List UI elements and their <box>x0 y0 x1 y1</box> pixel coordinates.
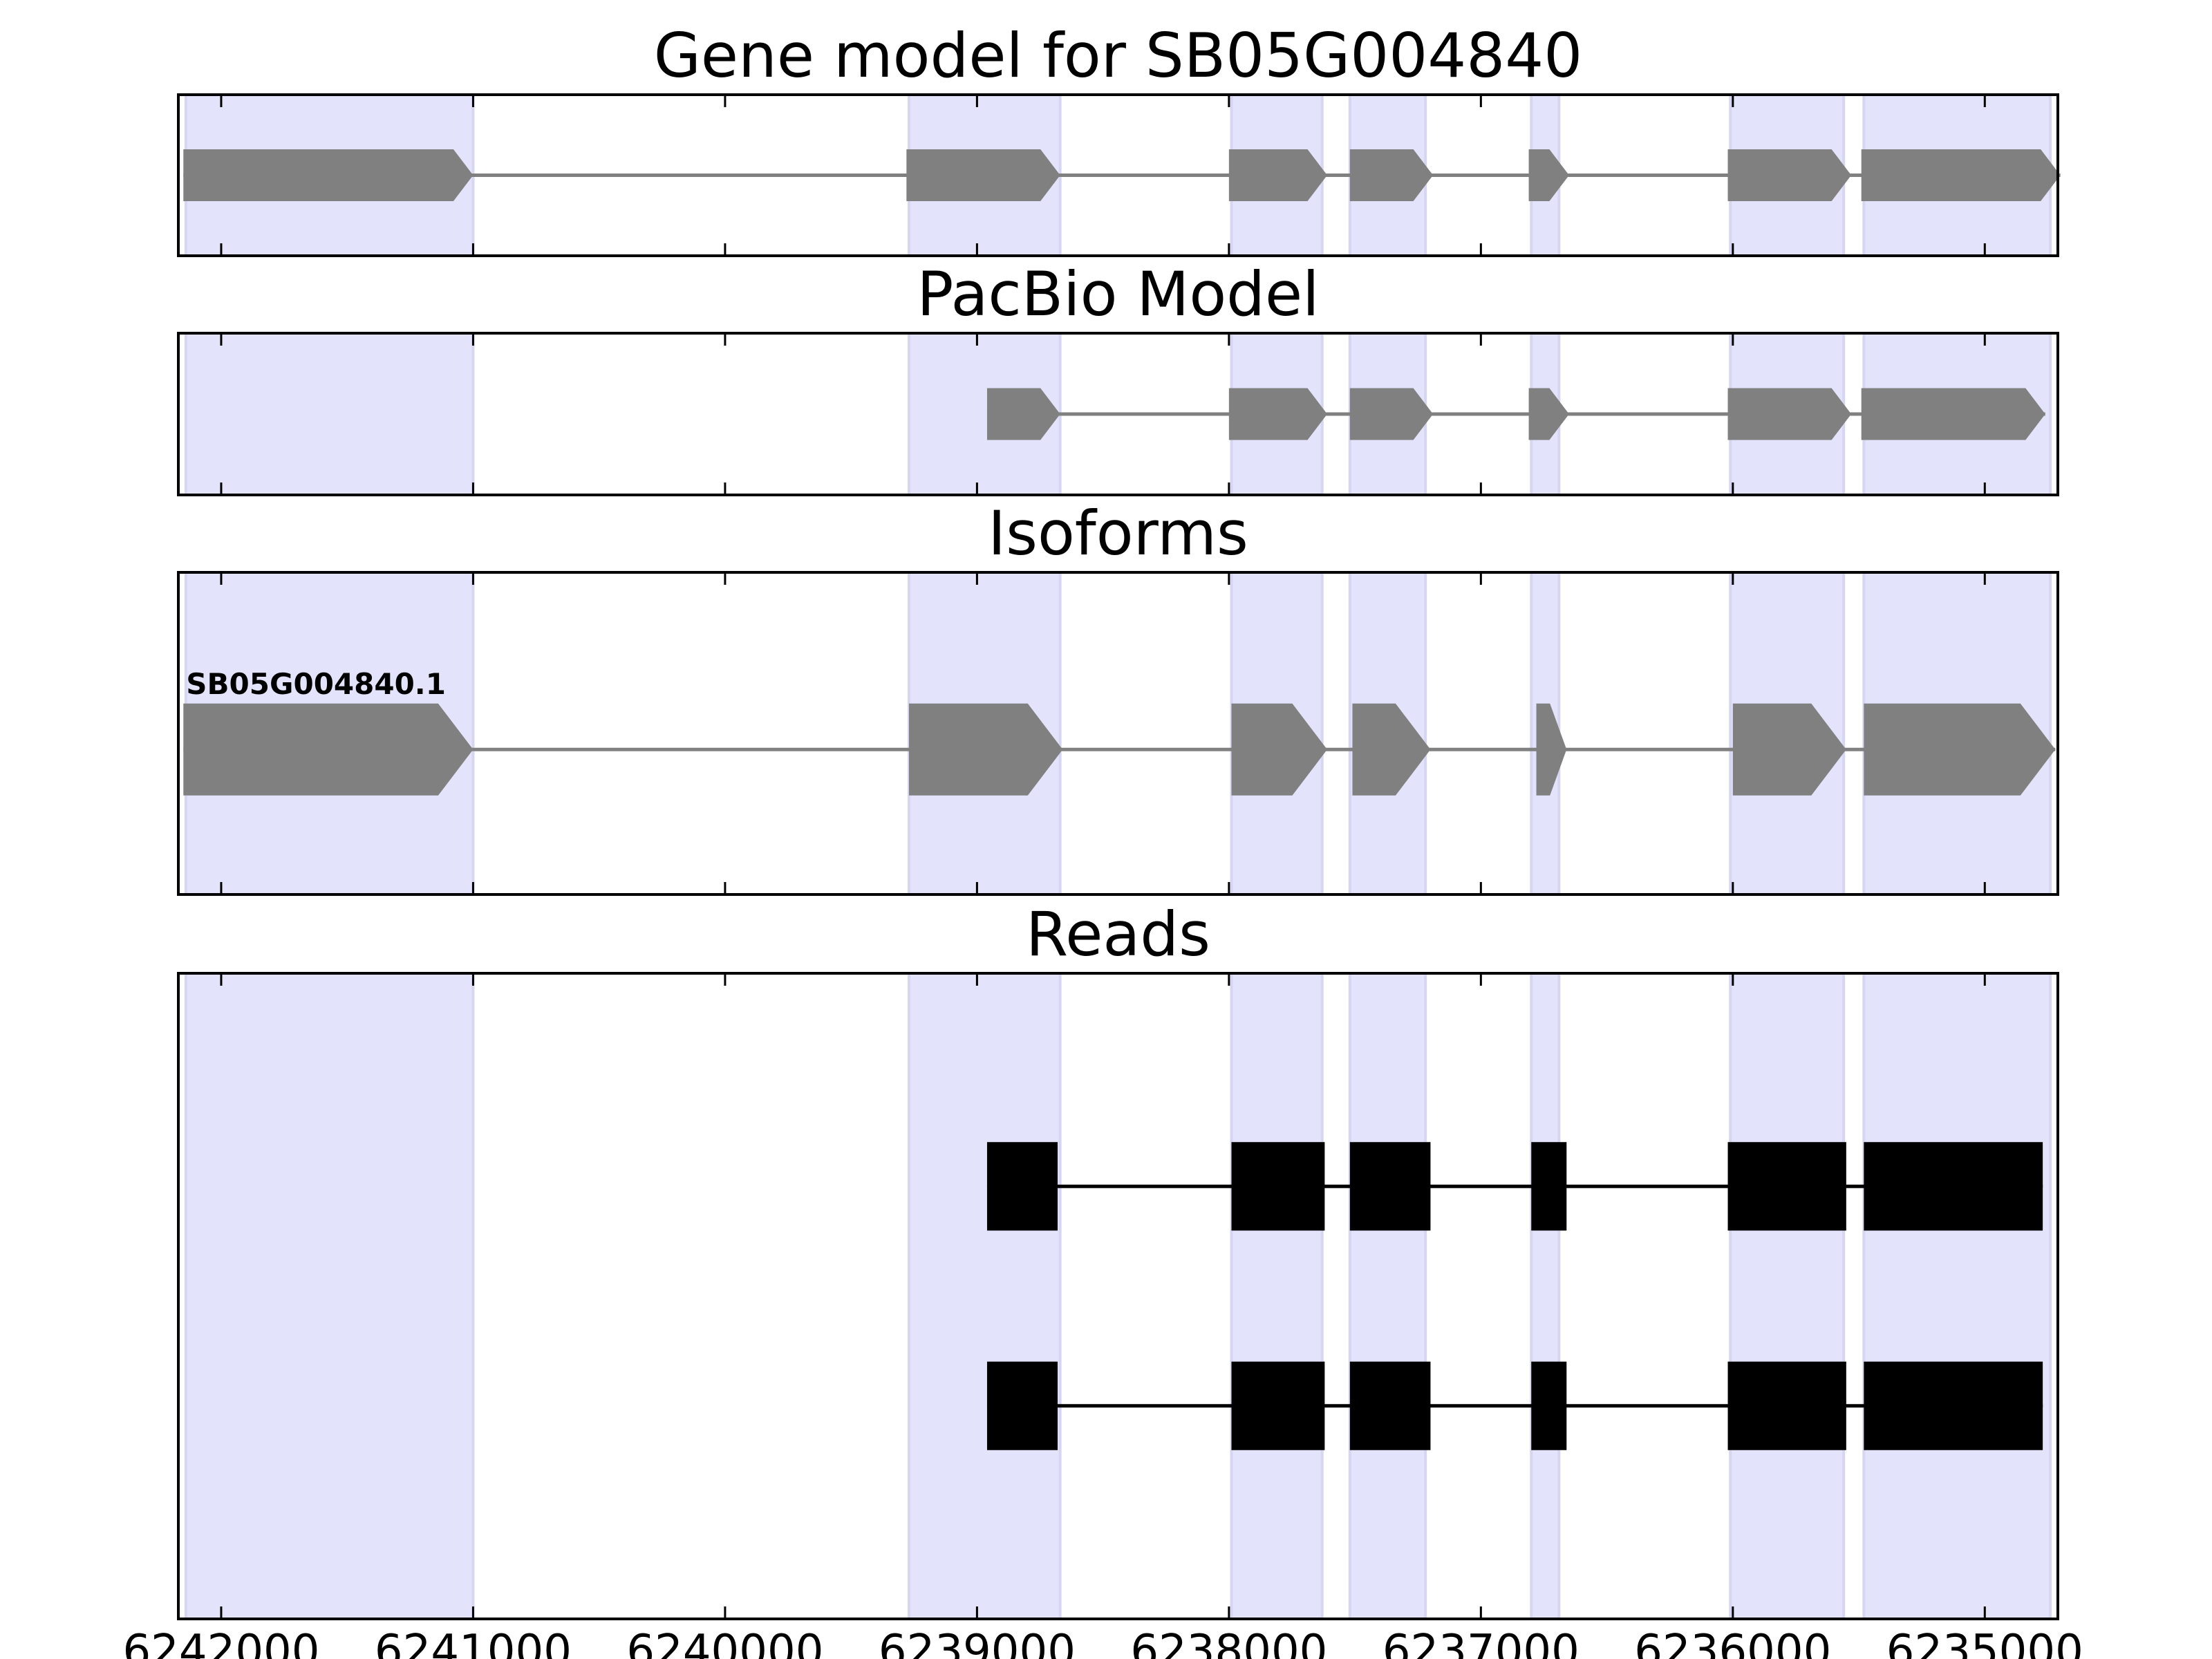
exon <box>1231 703 1328 796</box>
exon <box>1231 1142 1325 1231</box>
exon <box>908 703 1063 796</box>
exon <box>1349 1142 1431 1231</box>
panel-title-reads: Reads <box>1026 899 1210 970</box>
highlight-region <box>1729 972 1846 1620</box>
exon <box>1864 703 2056 796</box>
exon <box>1349 149 1434 201</box>
x-tick-label: 6235000 <box>1886 1626 2083 1659</box>
exon <box>1732 703 1846 796</box>
panel-frame <box>177 332 2059 496</box>
exon <box>1536 703 1567 796</box>
panel-frame <box>177 972 2059 1620</box>
exon <box>1231 1361 1325 1450</box>
exon <box>1531 1142 1567 1231</box>
exon <box>986 1142 1058 1231</box>
exon <box>183 703 474 796</box>
panel-title-pacbio-model: PacBio Model <box>917 259 1319 330</box>
highlight-region <box>1862 972 2052 1620</box>
exon <box>1528 388 1569 440</box>
x-tick-label: 6240000 <box>626 1626 823 1659</box>
exon <box>1861 149 2061 201</box>
exon <box>1727 1142 1846 1231</box>
track-reads <box>986 1361 2043 1450</box>
panel-title-gene-model: Gene model for SB05G004840 <box>654 20 1583 91</box>
exon <box>1727 149 1852 201</box>
highlight-region <box>1230 972 1324 1620</box>
exon <box>1528 149 1569 201</box>
exon <box>986 1361 1058 1450</box>
exon <box>1228 149 1328 201</box>
panel-pacbio-model: PacBio Model <box>177 259 2059 496</box>
exon <box>1861 388 2045 440</box>
panel-frame <box>177 93 2059 257</box>
track-gene-model <box>183 149 2061 201</box>
exon <box>906 149 1060 201</box>
highlight-region <box>184 332 475 496</box>
x-tick-label: 6239000 <box>879 1626 1076 1659</box>
panel-title-isoforms: Isoforms <box>988 498 1248 569</box>
highlight-region <box>907 972 1062 1620</box>
highlight-region <box>1348 972 1427 1620</box>
panel-frame <box>177 571 2059 896</box>
track-reads <box>986 1142 2043 1231</box>
exon <box>183 149 474 201</box>
panel-isoforms: Isoforms SB05G004840.1 <box>177 498 2059 896</box>
exon <box>1349 388 1434 440</box>
panel-reads: Reads <box>177 899 2059 1620</box>
x-tick-label: 6241000 <box>375 1626 572 1659</box>
exon <box>1228 388 1328 440</box>
exon <box>1727 388 1852 440</box>
exon <box>1864 1361 2043 1450</box>
exon <box>986 388 1060 440</box>
highlight-region <box>184 972 475 1620</box>
exon <box>1352 703 1431 796</box>
panel-gene-model: Gene model for SB05G004840 <box>177 20 2061 257</box>
track-isoforms: SB05G004840.1 <box>183 667 2056 796</box>
x-tick-label: 6238000 <box>1130 1626 1327 1659</box>
x-tick-label: 6237000 <box>1382 1626 1580 1659</box>
exon <box>1727 1361 1846 1450</box>
isoform-label: SB05G004840.1 <box>186 667 446 701</box>
track-pacbio-model <box>986 388 2045 440</box>
x-tick-label: 6236000 <box>1634 1626 1831 1659</box>
exon <box>1864 1142 2043 1231</box>
exon <box>1531 1361 1567 1450</box>
highlight-region <box>1530 972 1561 1620</box>
exon <box>1349 1361 1431 1450</box>
x-tick-label: 6242000 <box>122 1626 319 1659</box>
